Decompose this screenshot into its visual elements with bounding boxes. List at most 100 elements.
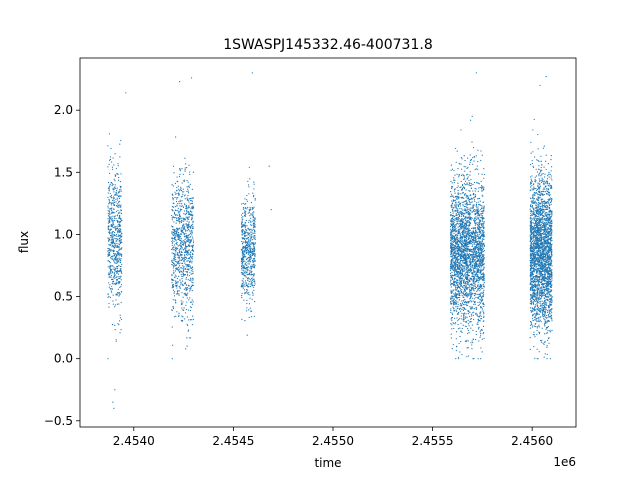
data-point [173, 258, 175, 261]
data-point [248, 208, 250, 210]
data-point [108, 159, 111, 161]
data-point [119, 314, 121, 316]
data-point [185, 348, 187, 350]
data-point [469, 239, 471, 241]
data-point [475, 308, 477, 311]
data-point [470, 313, 473, 315]
data-point [117, 292, 119, 294]
data-point [467, 328, 469, 330]
data-point [468, 184, 470, 186]
data-point [480, 347, 482, 349]
data-point [191, 290, 193, 292]
data-point [171, 244, 173, 246]
data-point [454, 270, 457, 272]
data-point [479, 255, 481, 257]
data-point [191, 258, 193, 260]
data-point [174, 236, 176, 238]
data-point [459, 211, 461, 213]
data-point [185, 278, 187, 280]
data-point [188, 233, 190, 236]
data-point [450, 180, 452, 183]
data-point [249, 178, 251, 180]
data-point [184, 238, 186, 241]
data-point [469, 216, 471, 218]
data-point [461, 208, 463, 210]
data-point [253, 183, 255, 185]
data-point [470, 286, 472, 289]
data-point [248, 256, 250, 258]
data-point [117, 260, 119, 262]
data-point [249, 307, 251, 309]
data-point [450, 236, 452, 239]
data-point [466, 183, 468, 185]
data-point [186, 208, 188, 210]
data-point [471, 293, 473, 295]
data-point [469, 207, 471, 209]
data-point [241, 284, 243, 287]
data-point [182, 316, 184, 318]
data-point [120, 173, 122, 175]
data-point [185, 204, 188, 207]
data-point [474, 271, 476, 274]
data-point [120, 253, 122, 255]
data-point [461, 277, 463, 279]
data-point [173, 237, 175, 239]
data-point [466, 229, 468, 231]
data-point [181, 182, 183, 184]
data-point [476, 323, 478, 325]
data-point [460, 180, 462, 183]
data-point [457, 301, 459, 303]
data-point [180, 281, 182, 283]
data-point [112, 241, 114, 244]
data-point [173, 265, 175, 268]
data-point [171, 278, 173, 280]
data-point [117, 209, 119, 212]
data-point [189, 265, 192, 267]
data-point [186, 236, 188, 238]
data-point [114, 153, 116, 155]
data-point [470, 243, 472, 245]
data-point [454, 262, 456, 265]
data-point [454, 234, 457, 237]
data-point [252, 253, 254, 256]
data-point [178, 257, 180, 259]
data-point [466, 261, 468, 263]
data-point [244, 226, 246, 229]
data-point [478, 249, 480, 251]
data-point [186, 323, 188, 325]
data-point [458, 251, 460, 254]
data-point [451, 271, 453, 273]
data-point [451, 347, 453, 350]
data-point [184, 219, 187, 221]
data-point [176, 186, 178, 189]
data-point [463, 178, 465, 181]
data-point [187, 239, 189, 241]
data-point [178, 251, 181, 253]
data-point [120, 213, 122, 215]
data-point [171, 259, 173, 261]
data-point [241, 269, 243, 271]
data-point [454, 292, 457, 294]
data-point [456, 276, 458, 278]
data-point [182, 257, 184, 259]
data-point [111, 241, 113, 243]
data-point [474, 308, 476, 310]
data-point [108, 286, 110, 288]
data-point [183, 293, 185, 295]
data-point [450, 164, 453, 166]
data-point [178, 220, 180, 223]
data-point [473, 265, 475, 267]
data-point [240, 257, 242, 259]
data-point [119, 265, 121, 268]
data-point [481, 263, 484, 266]
data-point [117, 224, 119, 226]
data-point [178, 194, 180, 196]
data-point [114, 262, 116, 264]
data-point [483, 228, 485, 230]
data-point [459, 267, 461, 269]
data-point [178, 290, 180, 292]
data-point [117, 258, 119, 260]
data-point [450, 282, 452, 285]
data-point [482, 235, 484, 237]
data-point [454, 229, 456, 231]
